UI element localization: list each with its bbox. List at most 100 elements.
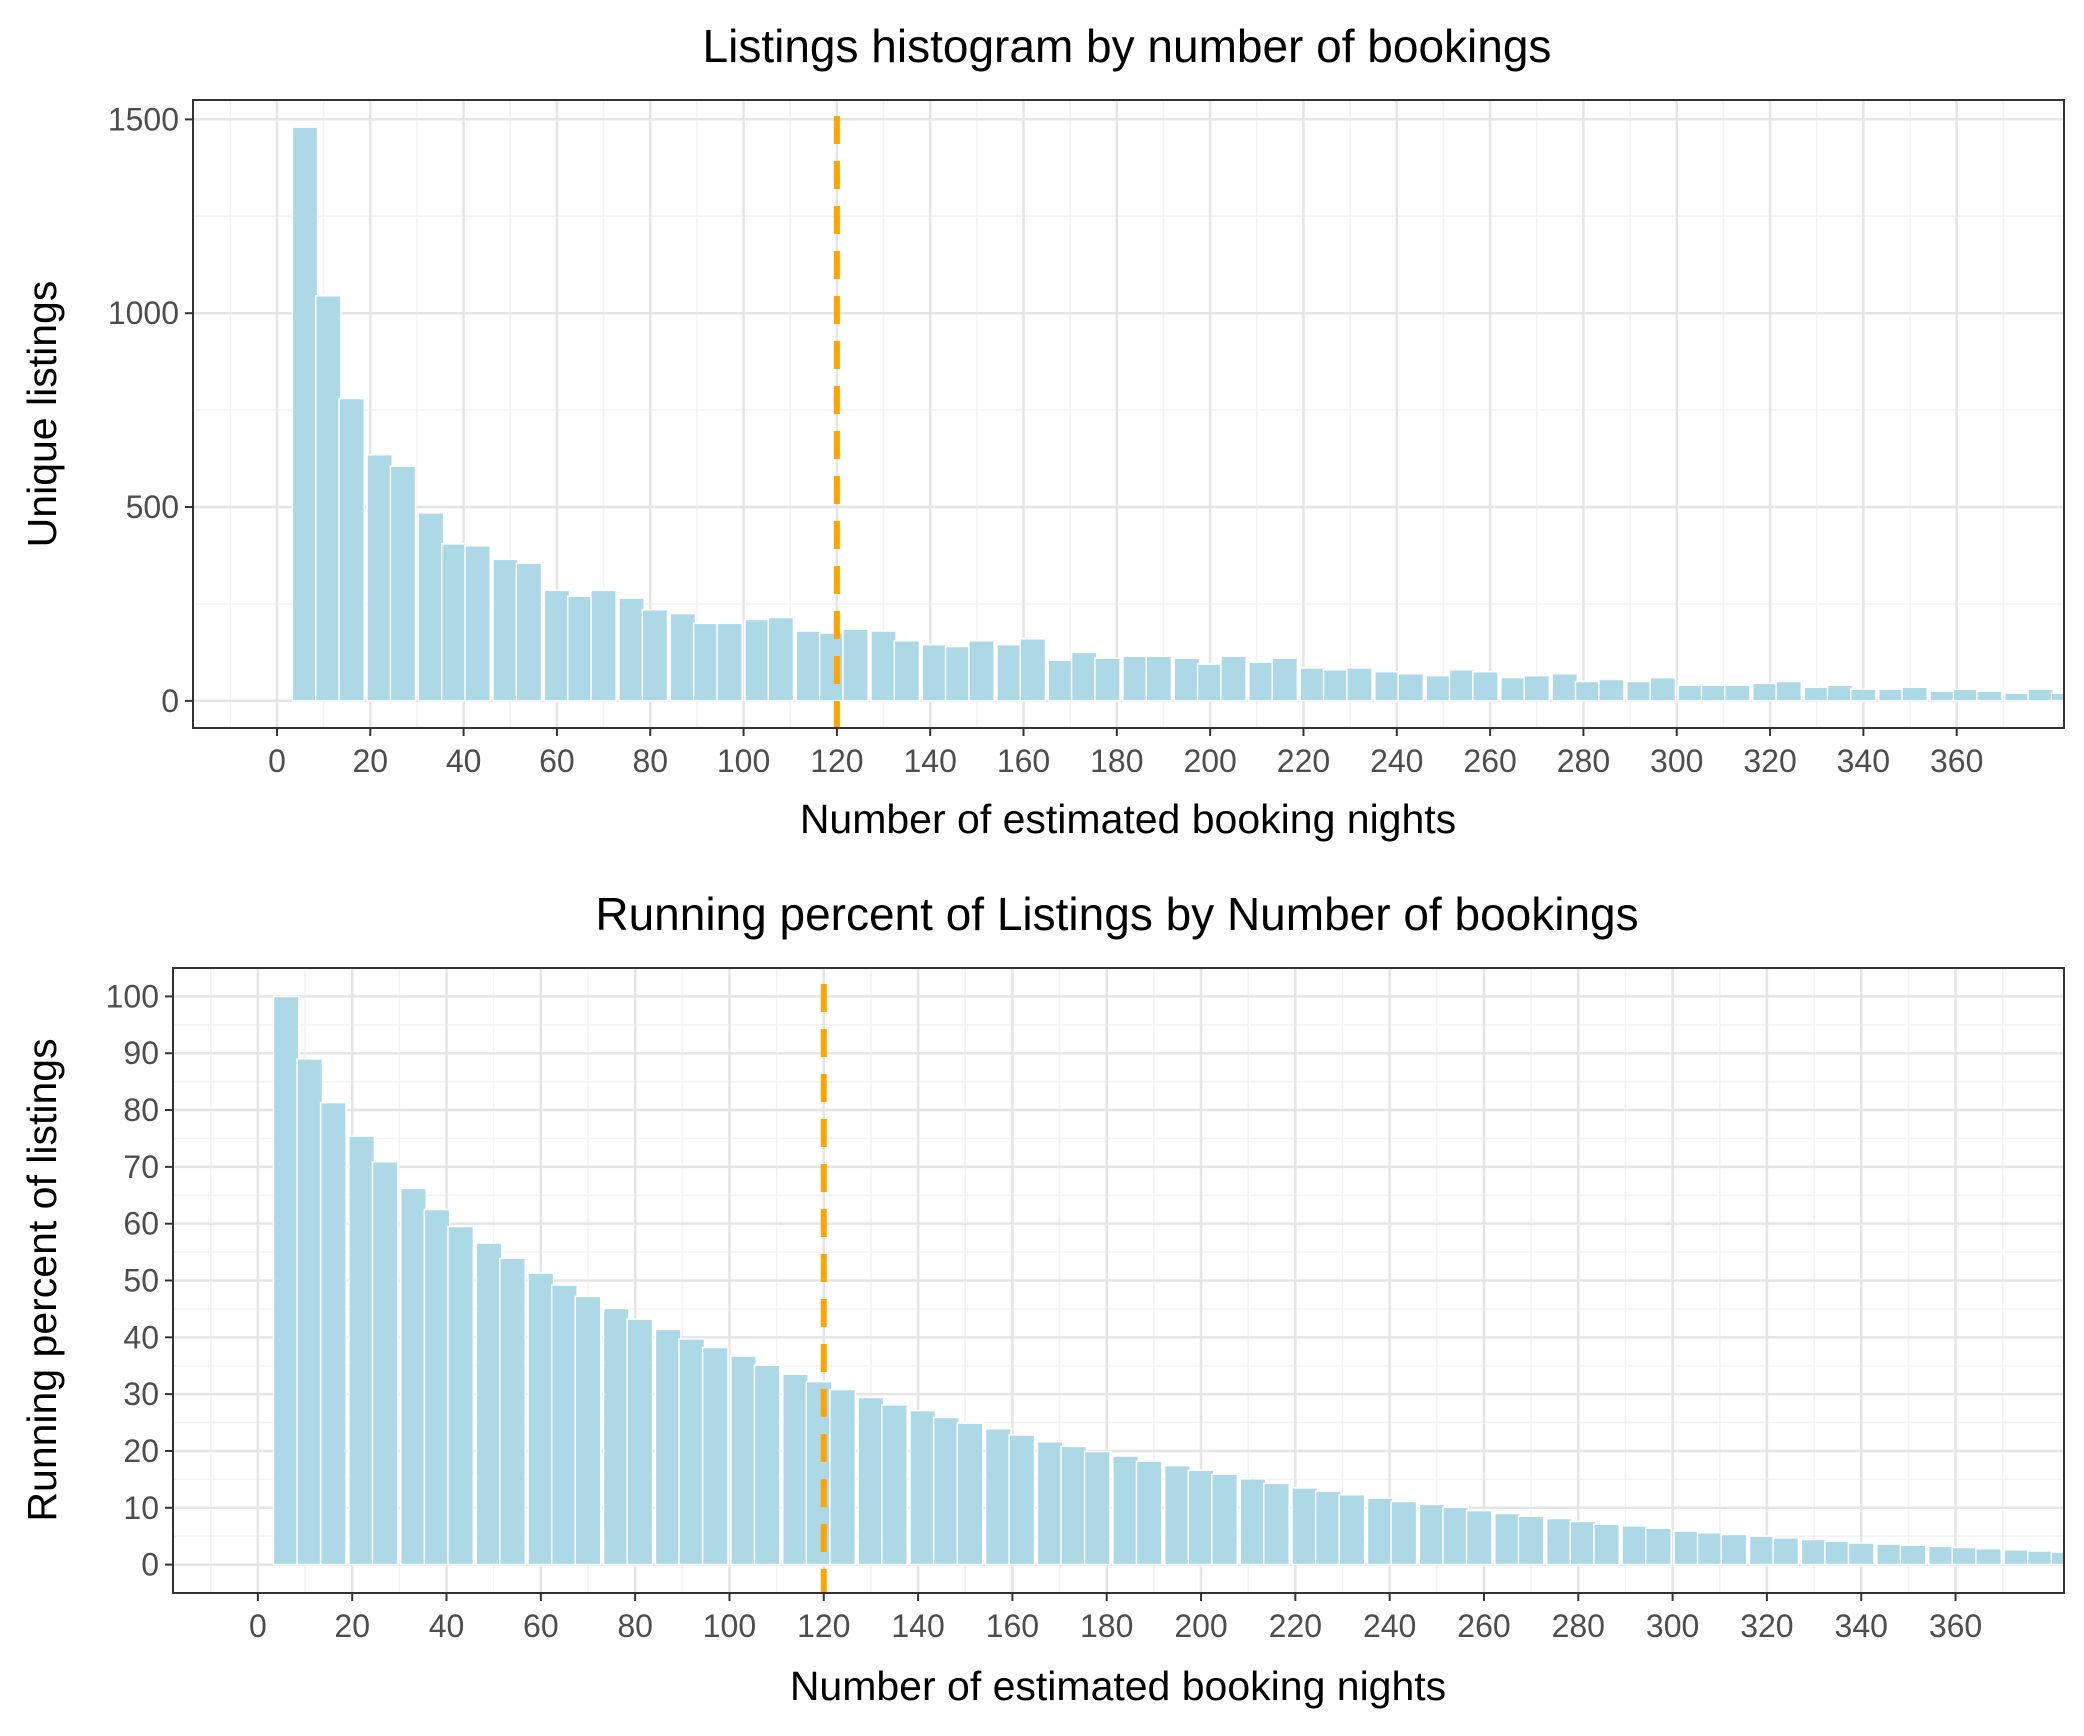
histogram-x-tick-label: 100 — [717, 743, 770, 779]
running-percent-bar — [348, 1135, 376, 1566]
histogram-y-tick-label: 0 — [161, 683, 179, 719]
running-percent-bar — [626, 1318, 654, 1566]
running-percent-x-tick-label: 340 — [1835, 1608, 1888, 1644]
running-percent-x-axis-title: Number of estimated booking nights — [790, 1663, 1446, 1709]
running-percent-y-tick-label: 90 — [123, 1035, 159, 1071]
histogram-bar — [716, 622, 743, 702]
histogram-x-tick-label: 220 — [1277, 743, 1330, 779]
running-percent-bar — [1060, 1445, 1088, 1566]
histogram-bar — [1803, 686, 1831, 702]
histogram-bar — [1775, 680, 1803, 702]
histogram-bar — [744, 618, 771, 702]
running-percent-bar — [956, 1422, 984, 1566]
running-percent-bar — [423, 1208, 451, 1566]
histogram-bar — [1901, 686, 1929, 702]
running-percent-bar — [1494, 1512, 1522, 1566]
histogram-y-tick-label: 500 — [126, 489, 179, 525]
running-percent-bar — [371, 1161, 399, 1566]
running-percent-bar — [1163, 1464, 1191, 1566]
running-percent-bar — [1673, 1530, 1701, 1566]
running-percent-y-tick-label: 20 — [123, 1433, 159, 1469]
histogram-bar — [893, 640, 921, 702]
histogram-x-tick-label: 360 — [1930, 743, 1983, 779]
histogram-x-tick-label: 240 — [1370, 743, 1423, 779]
histogram-bar — [1500, 676, 1527, 702]
histogram-bar — [1299, 667, 1327, 702]
histogram-bar — [842, 628, 869, 702]
running-percent-bar — [1696, 1532, 1724, 1566]
histogram-bar — [1826, 684, 1854, 702]
running-percent-bar — [1644, 1527, 1672, 1566]
histogram-minor-grid — [193, 100, 2064, 728]
running-percent-x-tick-label: 100 — [703, 1608, 756, 1644]
histogram-x-tick-label: 140 — [904, 743, 957, 779]
histogram-bar — [692, 622, 720, 702]
running-percent-x-tick-label: 280 — [1552, 1608, 1605, 1644]
running-percent-bar — [499, 1257, 527, 1566]
histogram-bar — [1724, 684, 1751, 702]
histogram-bar — [818, 632, 846, 702]
histogram-bar — [1346, 667, 1373, 702]
histogram-bar — [291, 126, 319, 702]
running-percent-bar — [1390, 1500, 1418, 1566]
histogram-bar — [366, 453, 393, 702]
running-percent-x-tick-label: 120 — [797, 1608, 850, 1644]
histogram-bar — [1425, 674, 1453, 702]
histogram-bar — [1975, 690, 2003, 702]
running-percent-x-tick-label: 320 — [1740, 1608, 1793, 1644]
running-percent-bar — [447, 1225, 475, 1566]
histogram-bar — [1196, 663, 1224, 702]
histogram-bar — [1094, 657, 1121, 702]
histogram-x-tick-label: 320 — [1743, 743, 1796, 779]
histogram-x-axis-title: Number of estimated booking nights — [800, 796, 1456, 842]
histogram-x-tick-label: 40 — [446, 743, 482, 779]
running-percent-x-tick-label: 80 — [617, 1608, 653, 1644]
histogram-bar — [968, 640, 995, 702]
histogram-bar — [543, 589, 571, 702]
running-percent-y-tick-label: 50 — [123, 1263, 159, 1299]
running-percent-bar — [984, 1428, 1012, 1566]
running-percent-x-tick-label: 200 — [1174, 1608, 1227, 1644]
histogram-x-tick-label: 60 — [539, 743, 575, 779]
histogram-bar — [1173, 657, 1201, 702]
histogram-bar — [1322, 669, 1350, 702]
histogram-bar — [464, 545, 491, 702]
running-percent-bar — [1442, 1506, 1470, 1566]
running-percent-bar — [1824, 1540, 1852, 1566]
running-percent-x-tick-label: 40 — [429, 1608, 465, 1644]
histogram-bar — [492, 558, 519, 702]
histogram-bar — [1551, 672, 1579, 702]
histogram-bar — [389, 465, 417, 702]
histogram-bar — [1374, 671, 1401, 702]
histogram-x-axis: 0 20 40 60 80 100 120 140 160 180 200 220 240 260 280 3… — [268, 728, 1983, 779]
running-percent-bar — [1008, 1434, 1036, 1566]
running-percent-bar — [753, 1364, 781, 1566]
running-percent-bar — [1338, 1493, 1366, 1566]
running-percent-bar — [1239, 1478, 1267, 1566]
histogram-bar — [1472, 671, 1499, 702]
running-percent-y-tick-label: 70 — [123, 1149, 159, 1185]
running-percent-bar — [932, 1416, 960, 1566]
running-percent-chart: Running percent of Listings by Number of… — [19, 888, 2065, 1709]
running-percent-bar — [1772, 1537, 1800, 1566]
running-percent-bar — [574, 1295, 602, 1566]
running-percent-bar — [829, 1388, 857, 1566]
running-percent-bar — [781, 1373, 809, 1566]
running-percent-y-tick-label: 80 — [123, 1092, 159, 1128]
running-percent-y-axis: 0 10 20 30 40 50 60 70 80 90 100 — [106, 978, 173, 1583]
histogram-y-axis: 0 500 1000 1500 — [108, 101, 193, 719]
running-percent-x-tick-label: 0 — [249, 1608, 267, 1644]
running-percent-bar — [654, 1328, 682, 1566]
histogram-bar — [338, 397, 365, 702]
histogram-bar — [1019, 638, 1047, 702]
histogram-bar — [1952, 688, 1980, 702]
histogram-bar — [1397, 672, 1425, 702]
histogram-bar — [1574, 680, 1602, 702]
histogram-bar — [1523, 674, 1551, 702]
histogram-bar — [1122, 655, 1149, 702]
histogram-bar — [1448, 669, 1476, 702]
histogram-x-tick-label: 20 — [353, 743, 389, 779]
running-percent-bar — [400, 1187, 427, 1566]
running-percent-bar — [1927, 1545, 1955, 1566]
